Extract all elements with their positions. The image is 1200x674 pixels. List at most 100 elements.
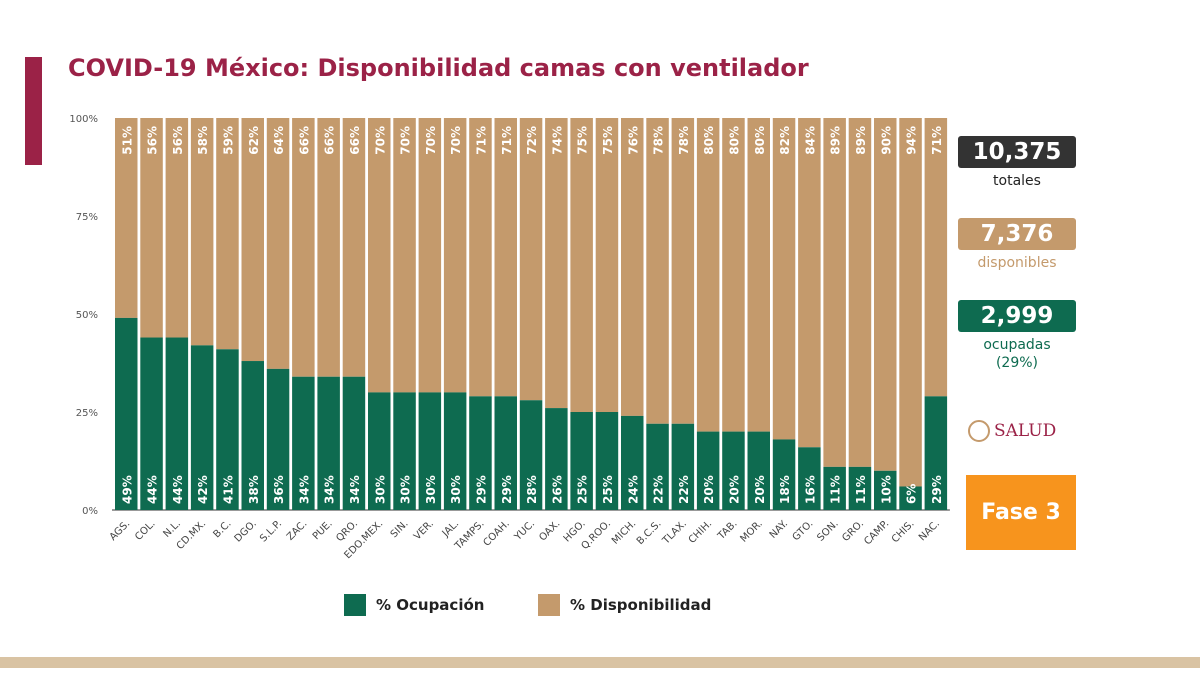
data-label-disponibilidad: 94% bbox=[905, 126, 919, 155]
x-tick-label: MOR. bbox=[739, 518, 765, 544]
x-tick-label: B.C.S. bbox=[635, 518, 664, 547]
bar-disponibilidad bbox=[519, 118, 543, 401]
bar-ocupacion bbox=[874, 470, 897, 510]
bar-ocupacion bbox=[772, 439, 796, 510]
x-tick-label: OAX. bbox=[537, 518, 562, 543]
data-label-ocupacion: 30% bbox=[424, 475, 438, 504]
data-label-ocupacion: 38% bbox=[247, 475, 261, 504]
x-tick-label: S.L.P. bbox=[258, 518, 284, 544]
bar-ocupacion bbox=[545, 408, 568, 510]
data-label-disponibilidad: 70% bbox=[399, 126, 413, 155]
bar-ocupacion bbox=[317, 376, 340, 510]
x-tick-label: MICH. bbox=[610, 518, 638, 546]
bar-ocupacion bbox=[595, 412, 619, 510]
bar-ocupacion bbox=[671, 423, 695, 510]
data-label-ocupacion: 34% bbox=[348, 475, 362, 504]
bar-disponibilidad bbox=[747, 118, 770, 432]
bar-ocupacion bbox=[722, 431, 745, 510]
bar-disponibilidad bbox=[266, 118, 290, 369]
data-label-disponibilidad: 64% bbox=[272, 126, 286, 155]
data-label-ocupacion: 34% bbox=[323, 475, 337, 504]
bar-ocupacion bbox=[140, 337, 163, 510]
accent-bar bbox=[25, 57, 42, 165]
bar-ocupacion bbox=[469, 396, 492, 510]
data-label-disponibilidad: 80% bbox=[727, 126, 741, 155]
disponibles-stat: 7,376 disponibles bbox=[958, 218, 1076, 272]
x-tick-label: N.L. bbox=[161, 518, 183, 540]
x-tick-label: TLAX. bbox=[660, 518, 689, 547]
bar-disponibilidad bbox=[317, 118, 340, 377]
data-label-ocupacion: 44% bbox=[146, 475, 160, 504]
legend-swatch-disponibilidad bbox=[538, 594, 560, 616]
data-label-ocupacion: 30% bbox=[449, 475, 463, 504]
data-label-ocupacion: 34% bbox=[297, 475, 311, 504]
data-label-disponibilidad: 78% bbox=[652, 126, 666, 155]
bar-ocupacion bbox=[798, 447, 821, 510]
bar-disponibilidad bbox=[899, 118, 922, 487]
data-label-disponibilidad: 59% bbox=[221, 126, 235, 155]
bar-disponibilidad bbox=[190, 118, 214, 346]
y-tick-label: 25% bbox=[76, 408, 98, 419]
bar-disponibilidad bbox=[621, 118, 644, 416]
bar-disponibilidad bbox=[874, 118, 897, 471]
x-tick-label: NAY. bbox=[768, 518, 790, 540]
data-label-disponibilidad: 71% bbox=[474, 126, 488, 155]
x-tick-label: COAH. bbox=[481, 518, 511, 548]
x-tick-label: DGO. bbox=[233, 518, 259, 544]
data-label-disponibilidad: 56% bbox=[171, 126, 185, 155]
legend-ocupacion: % Ocupación bbox=[344, 594, 484, 616]
salud-logo-text: SALUD bbox=[994, 421, 1057, 441]
bar-ocupacion bbox=[115, 317, 138, 510]
data-label-ocupacion: 29% bbox=[500, 475, 514, 504]
bar-disponibilidad bbox=[165, 118, 189, 338]
bar-disponibilidad bbox=[469, 118, 492, 397]
ocupadas-label: ocupadas bbox=[983, 337, 1051, 353]
legend-label-ocupacion: % Ocupación bbox=[376, 596, 485, 614]
data-label-disponibilidad: 70% bbox=[424, 126, 438, 155]
bar-ocupacion bbox=[924, 396, 948, 510]
data-label-disponibilidad: 56% bbox=[146, 126, 160, 155]
data-label-disponibilidad: 80% bbox=[702, 126, 716, 155]
y-tick-label: 75% bbox=[76, 212, 98, 223]
bar-ocupacion bbox=[241, 361, 264, 510]
bar-disponibilidad bbox=[342, 118, 366, 377]
bar-ocupacion bbox=[494, 396, 517, 510]
data-label-disponibilidad: 75% bbox=[576, 126, 590, 155]
data-label-ocupacion: 29% bbox=[474, 475, 488, 504]
bar-ocupacion bbox=[342, 376, 366, 510]
bar-ocupacion bbox=[190, 345, 214, 510]
y-tick-label: 50% bbox=[76, 310, 98, 321]
bar-ocupacion bbox=[621, 415, 644, 510]
y-tick-label: 100% bbox=[69, 114, 98, 125]
x-tick-label: SIN. bbox=[389, 518, 411, 540]
y-tick-label: 0% bbox=[82, 506, 98, 517]
totales-stat: 10,375 totales bbox=[958, 136, 1076, 190]
x-tick-label: CAMP. bbox=[862, 518, 891, 547]
x-tick-label: ZAC. bbox=[285, 518, 310, 543]
x-tick-label: CHIH. bbox=[687, 518, 715, 546]
bar-disponibilidad bbox=[418, 118, 442, 393]
data-label-ocupacion: 22% bbox=[677, 475, 691, 504]
bar-disponibilidad bbox=[216, 118, 239, 350]
bar-ocupacion bbox=[823, 466, 846, 510]
bar-ocupacion bbox=[696, 431, 720, 510]
x-tick-label: TAB. bbox=[715, 518, 739, 542]
page-title: COVID-19 México: Disponibilidad camas co… bbox=[68, 54, 809, 82]
bar-disponibilidad bbox=[671, 118, 695, 424]
legend-label-disponibilidad: % Disponibilidad bbox=[570, 596, 712, 614]
data-label-ocupacion: 16% bbox=[803, 475, 817, 504]
bar-disponibilidad bbox=[722, 118, 745, 432]
disponibles-label: disponibles bbox=[977, 255, 1057, 271]
data-label-ocupacion: 28% bbox=[525, 475, 539, 504]
bar-ocupacion bbox=[418, 392, 442, 510]
data-label-disponibilidad: 80% bbox=[753, 126, 767, 155]
data-label-disponibilidad: 72% bbox=[525, 126, 539, 155]
data-label-disponibilidad: 71% bbox=[500, 126, 514, 155]
bar-ocupacion bbox=[393, 392, 416, 510]
bar-disponibilidad bbox=[443, 118, 467, 393]
ocupadas-stat: 2,999 ocupadas (29%) bbox=[958, 300, 1076, 372]
stacked-bar-chart: 0% 25% 50% 75% 100% 51% 49% AGS. 56% 44% COL. 56% 44… bbox=[69, 114, 950, 561]
bar-ocupacion bbox=[570, 412, 593, 510]
bar-disponibilidad bbox=[292, 118, 315, 377]
bar-ocupacion bbox=[519, 400, 543, 510]
